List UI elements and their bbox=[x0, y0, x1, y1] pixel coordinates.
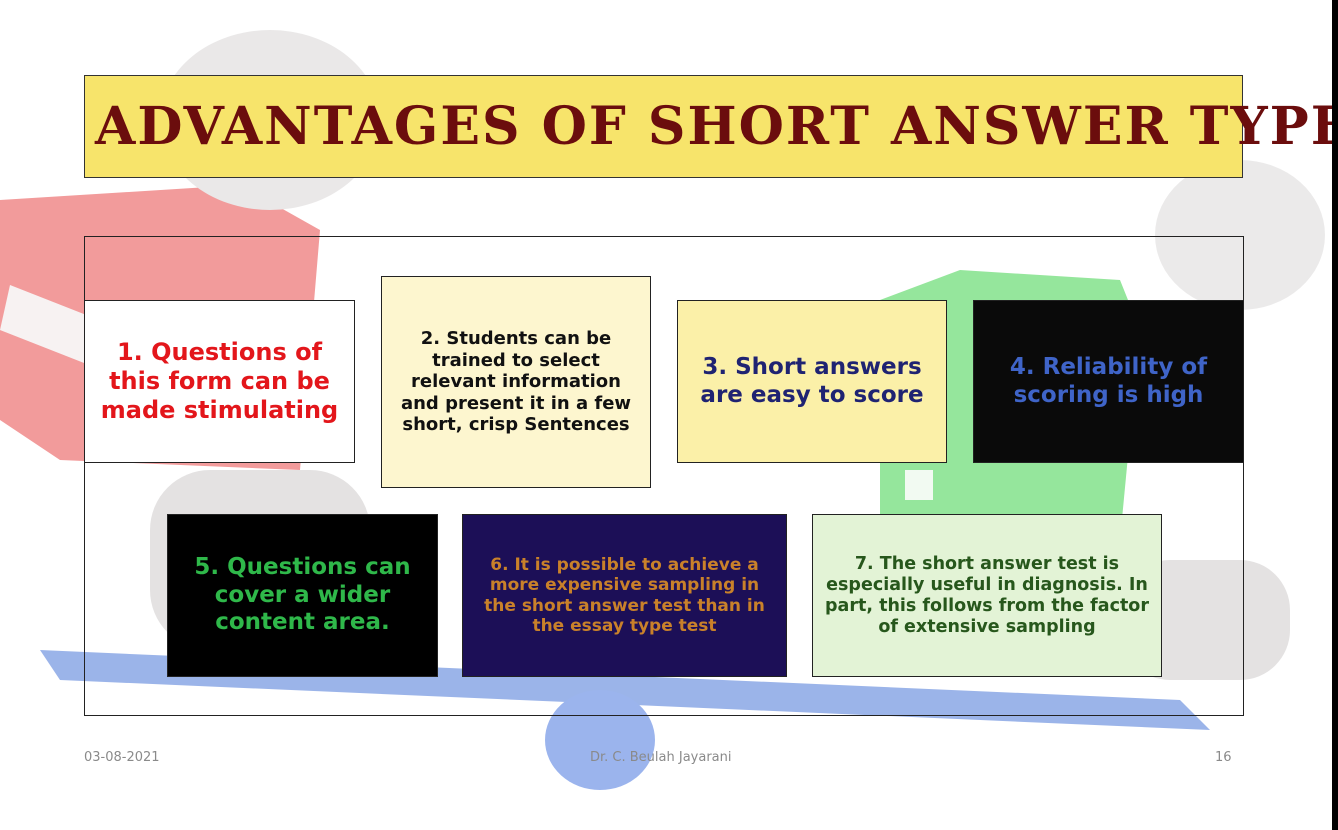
footer-date: 03-08-2021 bbox=[84, 750, 160, 765]
advantage-card-1-text: 1. Questions of this form can be made st… bbox=[100, 338, 339, 424]
advantage-card-2: 2. Students can be trained to select rel… bbox=[381, 276, 651, 488]
title-banner: Advantages of Short Answer Type bbox=[84, 75, 1338, 178]
advantage-card-5-text: 5. Questions can cover a wider content a… bbox=[194, 554, 411, 636]
right-edge-bar bbox=[1332, 0, 1338, 830]
footer-author: Dr. C. Beulah Jayarani bbox=[590, 750, 732, 765]
advantage-card-6-text: 6. It is possible to achieve a more expe… bbox=[484, 554, 765, 636]
advantage-card-3: 3. Short answers are easy to score bbox=[677, 300, 947, 463]
advantage-card-2-text: 2. Students can be trained to select rel… bbox=[400, 328, 632, 436]
advantage-card-7: 7. The short answer test is especially u… bbox=[812, 514, 1162, 677]
advantage-card-4-text: 4. Reliability of scoring is high bbox=[1009, 353, 1208, 408]
advantage-card-6: 6. It is possible to achieve a more expe… bbox=[462, 514, 787, 677]
advantage-card-4: 4. Reliability of scoring is high bbox=[973, 300, 1244, 463]
slide-title: Advantages of Short Answer Type bbox=[95, 96, 1338, 157]
advantage-card-3-text: 3. Short answers are easy to score bbox=[700, 353, 924, 408]
right-figure-icon bbox=[1120, 160, 1325, 680]
advantage-card-1: 1. Questions of this form can be made st… bbox=[84, 300, 355, 463]
page-number: 16 bbox=[1215, 750, 1232, 765]
advantage-card-7-text: 7. The short answer test is especially u… bbox=[825, 553, 1149, 637]
advantage-card-5: 5. Questions can cover a wider content a… bbox=[167, 514, 438, 677]
content-frame bbox=[84, 236, 1244, 716]
